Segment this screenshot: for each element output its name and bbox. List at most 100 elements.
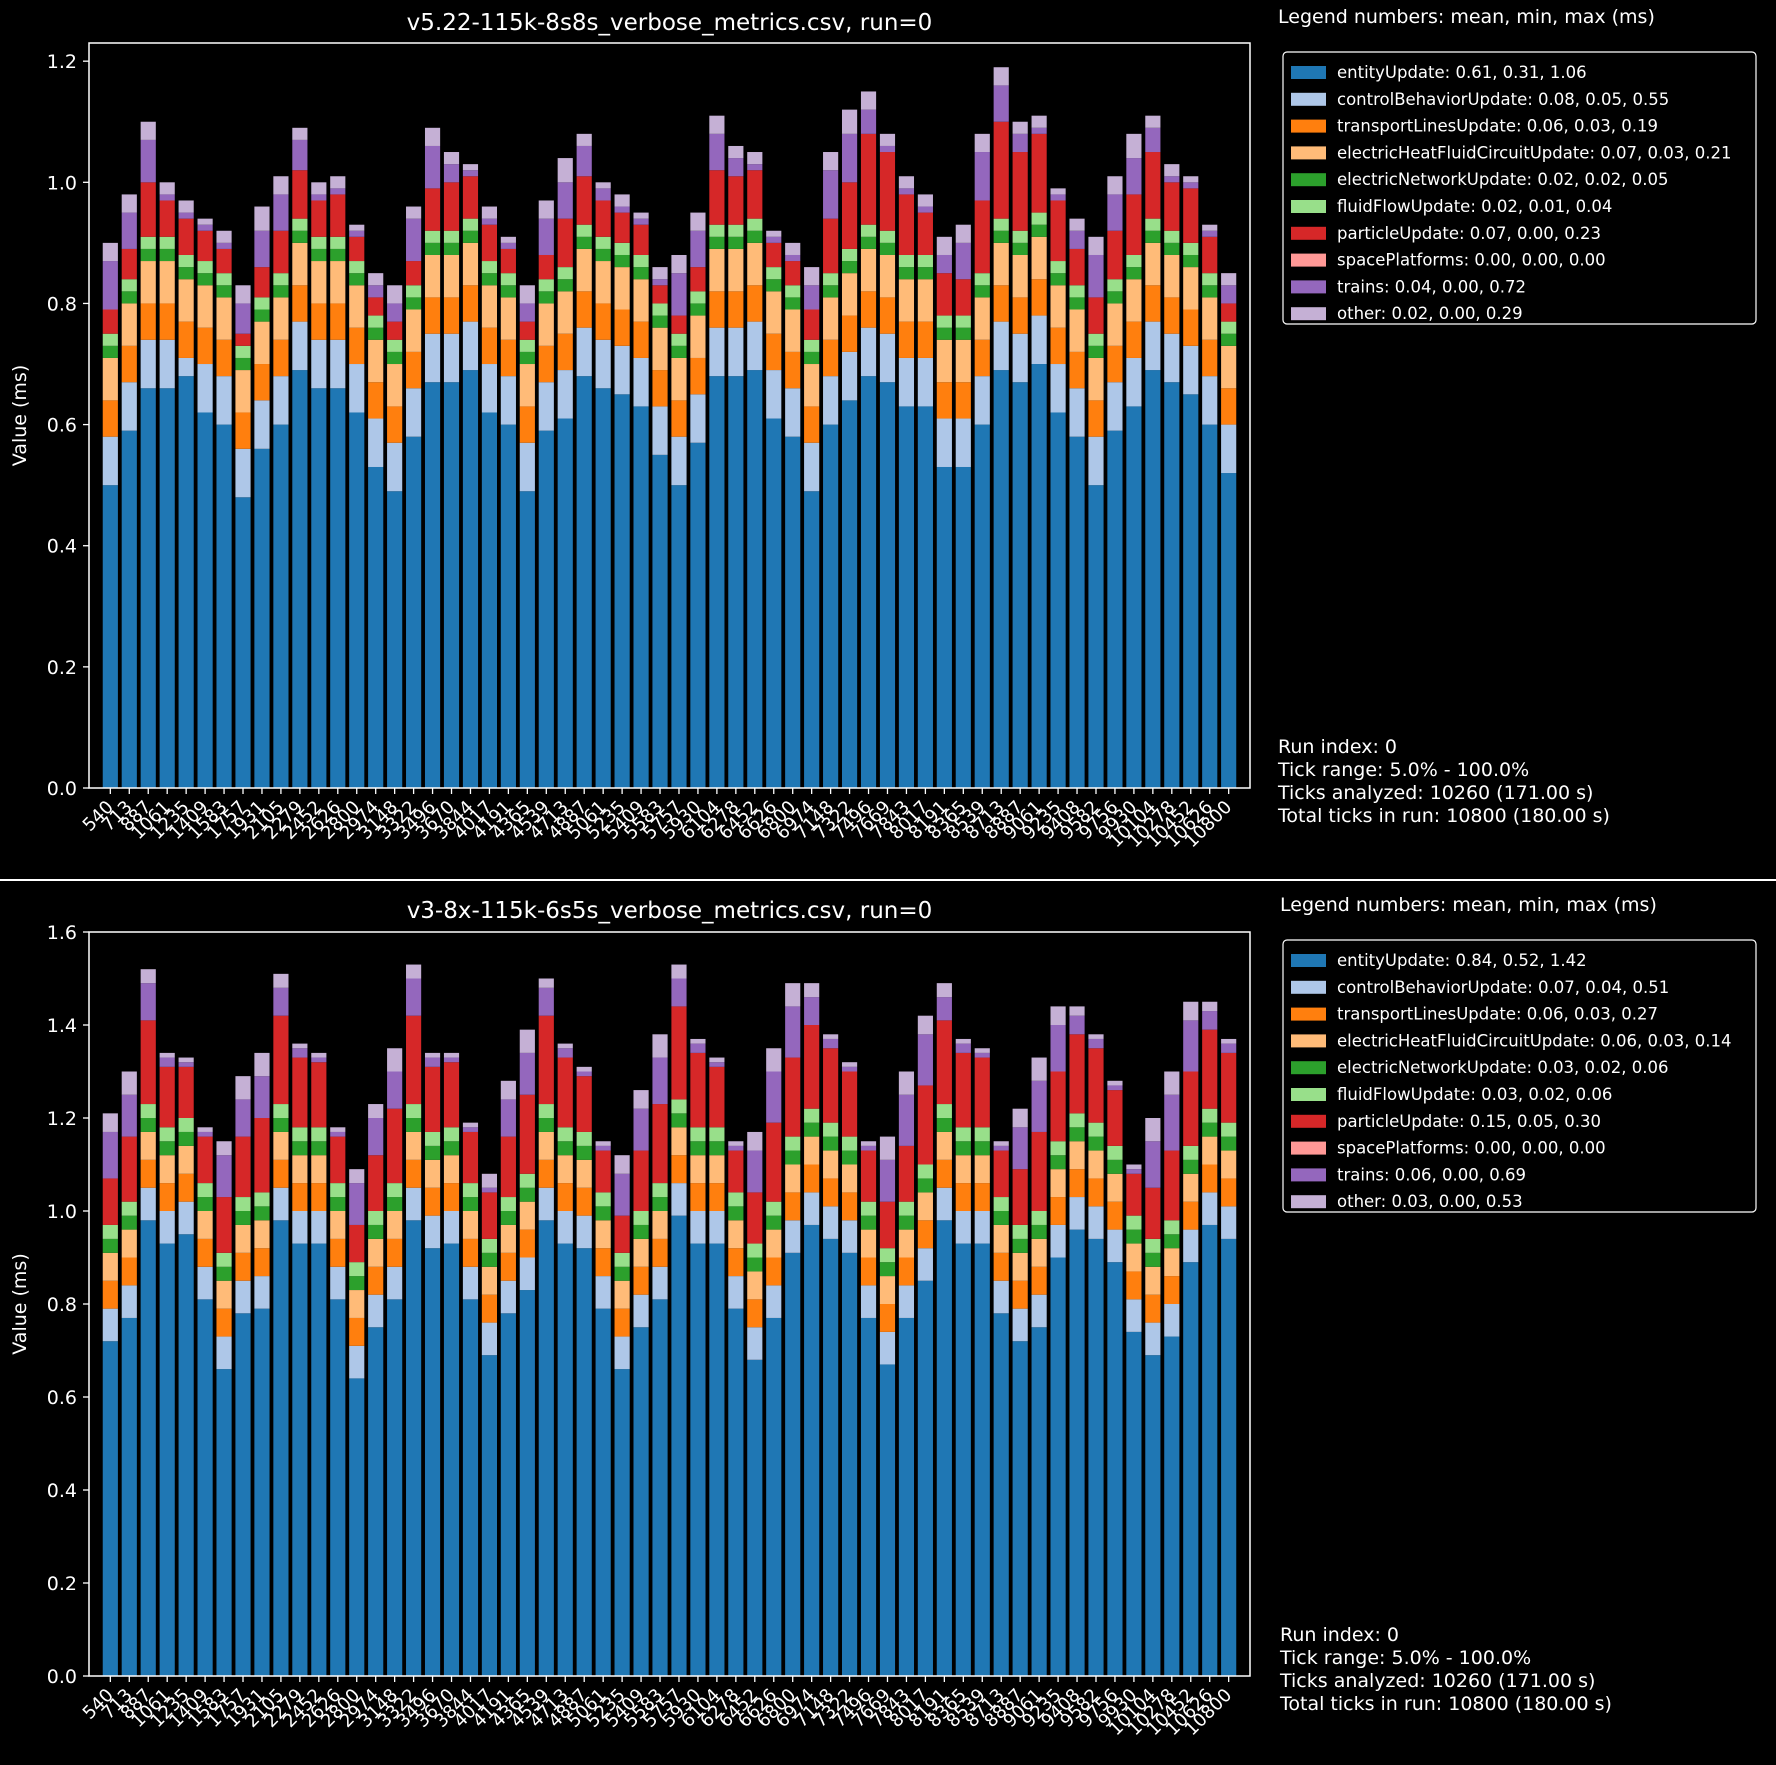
bar-segment-transportLinesUpdate-3148: [387, 406, 403, 443]
bar-segment-entityUpdate-2800: [349, 1378, 365, 1676]
bar-segment-transportLinesUpdate-540: [102, 400, 118, 437]
bar-segment-electricHeatFluidCircuitUpdate-887: [140, 261, 156, 304]
bar-segment-particleUpdate-1583: [216, 1197, 232, 1253]
bar-segment-controlBehaviorUpdate-6278: [728, 327, 744, 377]
bar-segment-transportLinesUpdate-5930: [690, 1183, 706, 1211]
bar-segment-entityUpdate-9235: [1050, 1257, 1066, 1676]
bar-segment-transportLinesUpdate-1931: [254, 1248, 270, 1277]
bar-segment-electricHeatFluidCircuitUpdate-9061: [1031, 236, 1047, 280]
bar-segment-trains-4887: [576, 145, 592, 177]
bar-segment-electricHeatFluidCircuitUpdate-8539: [974, 1155, 990, 1184]
bar-segment-particleUpdate-4191: [500, 1136, 516, 1198]
bar-segment-electricHeatFluidCircuitUpdate-7322: [841, 1164, 858, 1193]
bar-segment-entityUpdate-6626: [766, 418, 782, 788]
bar-segment-particleUpdate-1409: [197, 230, 213, 262]
bar-segment-controlBehaviorUpdate-5930: [690, 394, 706, 443]
bar-segment-trains-2452: [311, 1057, 327, 1063]
bar-segment-electricHeatFluidCircuitUpdate-4713: [557, 291, 573, 334]
bar-segment-electricNetworkUpdate-4713: [557, 279, 573, 292]
bar-segment-controlBehaviorUpdate-6800: [785, 388, 801, 437]
bar-segment-entityUpdate-2974: [368, 466, 384, 788]
bar-segment-trains-6800: [785, 1006, 801, 1058]
bar-segment-entityUpdate-5930: [690, 442, 706, 788]
bar-segment-controlBehaviorUpdate-5235: [614, 1336, 630, 1370]
bar-segment-controlBehaviorUpdate-3322: [406, 388, 422, 437]
bar-segment-particleUpdate-8365: [955, 279, 971, 316]
bar-segment-particleUpdate-9235: [1050, 1071, 1066, 1142]
bar-segment-entityUpdate-7148: [823, 424, 839, 788]
bar-segment-trains-1235: [178, 212, 194, 219]
bar-segment-electricNetworkUpdate-5061: [595, 248, 611, 262]
bar-segment-controlBehaviorUpdate-6974: [804, 442, 820, 492]
legend-swatch-controlBehaviorUpdate: [1291, 980, 1326, 994]
bar-segment-entityUpdate-4017: [481, 412, 497, 788]
bar-segment-controlBehaviorUpdate-4539: [538, 382, 554, 431]
bar-segment-controlBehaviorUpdate-8017: [917, 1248, 933, 1281]
bar-segment-electricHeatFluidCircuitUpdate-6452: [747, 242, 763, 286]
bar-segment-other-9756: [1107, 1080, 1123, 1086]
bar-segment-entityUpdate-4887: [576, 1248, 592, 1676]
bar-segment-trains-9756: [1107, 1085, 1123, 1091]
bar-segment-controlBehaviorUpdate-8539: [974, 376, 990, 425]
bar-segment-other-4713: [557, 1043, 573, 1049]
bar-segment-other-8887: [1012, 121, 1028, 134]
bar-segment-controlBehaviorUpdate-2279: [292, 1211, 308, 1244]
bar-segment-controlBehaviorUpdate-3844: [462, 1266, 479, 1300]
bar-segment-other-4713: [557, 158, 573, 183]
bar-segment-transportLinesUpdate-5061: [595, 303, 611, 340]
bar-segment-transportLinesUpdate-887: [140, 303, 156, 340]
bar-segment-transportLinesUpdate-7843: [898, 1257, 915, 1286]
bar-segment-particleUpdate-6974: [804, 309, 820, 340]
bar-segment-controlBehaviorUpdate-7843: [898, 357, 915, 407]
bar-segment-trains-2105: [273, 194, 289, 231]
bar-segment-controlBehaviorUpdate-7669: [879, 333, 896, 383]
bar-segment-trains-9582: [1088, 1038, 1104, 1049]
bar-segment-entityUpdate-4539: [538, 430, 554, 788]
bar-segment-electricNetworkUpdate-4017: [481, 1252, 497, 1267]
bar-segment-controlBehaviorUpdate-1235: [178, 357, 194, 377]
bar-segment-controlBehaviorUpdate-5757: [671, 436, 687, 486]
bar-segment-transportLinesUpdate-9061: [1031, 1266, 1047, 1295]
bar-segment-electricHeatFluidCircuitUpdate-3322: [406, 1131, 422, 1160]
bar-segment-controlBehaviorUpdate-10278: [1164, 1304, 1180, 1337]
bar-segment-other-4887: [576, 1066, 592, 1072]
bar-segment-electricNetworkUpdate-9582: [1088, 345, 1104, 358]
bar-segment-other-8887: [1012, 1108, 1028, 1128]
bar-segment-transportLinesUpdate-7496: [860, 291, 877, 328]
bar-segment-other-6452: [747, 152, 763, 165]
bar-segment-entityUpdate-8017: [917, 406, 933, 788]
bar-segment-entityUpdate-540: [102, 485, 118, 788]
bar-segment-electricNetworkUpdate-2974: [368, 1224, 384, 1239]
bar-segment-transportLinesUpdate-8539: [974, 339, 990, 377]
bar-segment-trains-7669: [879, 145, 896, 153]
bar-segment-transportLinesUpdate-2279: [292, 285, 308, 322]
bar-segment-controlBehaviorUpdate-2105: [273, 1187, 289, 1221]
bar-segment-electricHeatFluidCircuitUpdate-8713: [993, 1224, 1009, 1253]
bar-segment-electricNetworkUpdate-2626: [330, 1197, 346, 1211]
bar-segment-fluidFlowUpdate-6104: [709, 1127, 725, 1142]
bar-segment-fluidFlowUpdate-4539: [538, 279, 554, 292]
bar-segment-fluidFlowUpdate-10626: [1202, 273, 1218, 286]
bar-segment-fluidFlowUpdate-6278: [728, 224, 744, 237]
bar-segment-other-7843: [898, 176, 915, 189]
bar-segment-electricNetworkUpdate-7148: [823, 285, 839, 298]
bar-segment-transportLinesUpdate-9408: [1069, 1169, 1085, 1198]
bar-segment-fluidFlowUpdate-9756: [1107, 279, 1123, 292]
bar-segment-transportLinesUpdate-5757: [671, 400, 687, 437]
bar-segment-other-9930: [1126, 1164, 1142, 1170]
bar-segment-entityUpdate-5409: [633, 1327, 649, 1676]
bar-segment-entityUpdate-9582: [1088, 1238, 1104, 1676]
bar-segment-controlBehaviorUpdate-3496: [424, 333, 441, 383]
bar-segment-fluidFlowUpdate-9235: [1050, 1141, 1066, 1156]
bar-segment-particleUpdate-6452: [747, 1192, 763, 1244]
bar-segment-electricNetworkUpdate-7322: [841, 261, 858, 274]
bar-segment-transportLinesUpdate-10278: [1164, 297, 1180, 334]
bar-segment-electricNetworkUpdate-10278: [1164, 1234, 1180, 1249]
bar-segment-other-2452: [311, 182, 327, 195]
bar-segment-electricHeatFluidCircuitUpdate-2452: [311, 261, 327, 304]
bar-segment-other-1235: [178, 200, 194, 213]
bar-segment-fluidFlowUpdate-2279: [292, 218, 308, 231]
bar-segment-entityUpdate-713: [121, 430, 137, 788]
bar-segment-fluidFlowUpdate-4713: [557, 267, 573, 280]
bar-segment-fluidFlowUpdate-5757: [671, 333, 687, 346]
